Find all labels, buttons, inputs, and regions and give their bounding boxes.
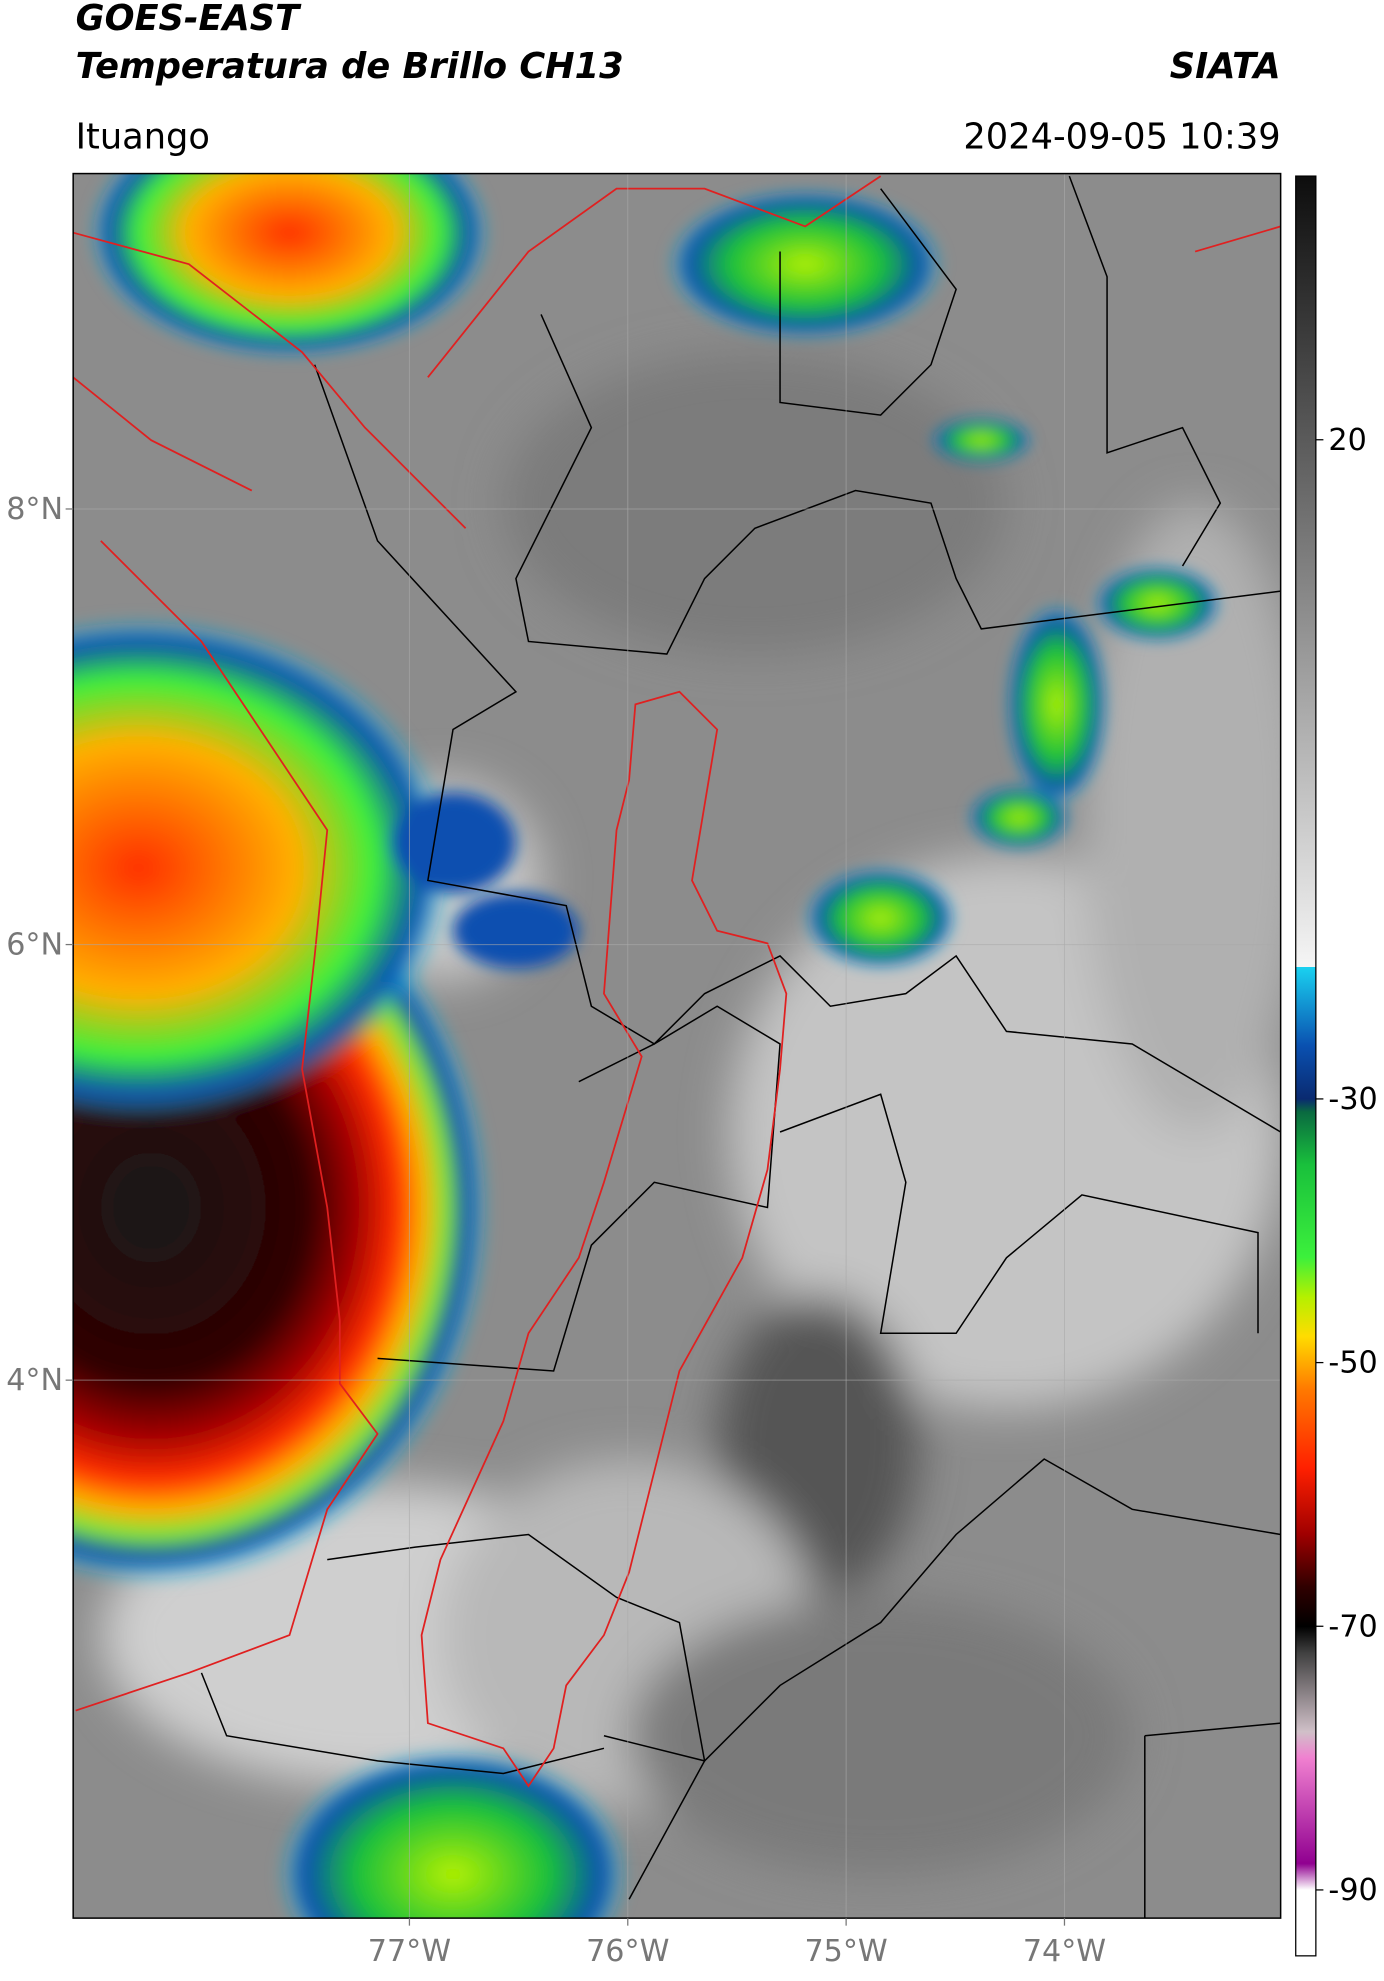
satellite-image: [73, 173, 1281, 1919]
x-tick-label: 74°W: [1023, 1934, 1106, 1969]
subtitle: Temperatura de Brillo CH13: [76, 46, 624, 87]
location: Ituango: [76, 116, 210, 157]
map-frame: [72, 172, 1282, 1919]
x-tick-label: 75°W: [804, 1934, 887, 1969]
colorbar-tick-label: -90: [1328, 1873, 1377, 1908]
colorbar: [1295, 175, 1317, 1957]
x-tick-label: 77°W: [368, 1934, 451, 1969]
y-tick-label: 6°N: [6, 928, 63, 963]
colorbar-tick-label: -50: [1328, 1346, 1377, 1381]
datetime: 2024-09-05 10:39: [963, 116, 1280, 157]
colorbar-tick-label: -30: [1328, 1082, 1377, 1117]
gridlines: [73, 173, 1281, 1919]
y-tick-label: 8°N: [6, 492, 63, 527]
colorbar-tick-label: 20: [1328, 423, 1366, 458]
x-tick-label: 76°W: [586, 1934, 669, 1969]
title: GOES-EAST: [76, 0, 302, 39]
source: SIATA: [1170, 46, 1281, 87]
y-tick-label: 4°N: [6, 1363, 63, 1398]
colorbar-tick-label: -70: [1328, 1609, 1377, 1644]
